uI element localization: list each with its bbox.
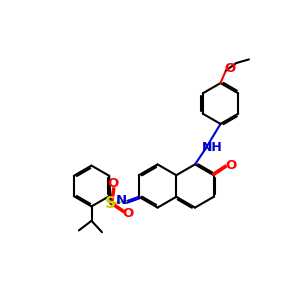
Text: O: O	[226, 159, 237, 172]
Text: N: N	[116, 194, 127, 207]
Text: O: O	[107, 177, 119, 190]
Text: O: O	[225, 61, 236, 75]
Text: S: S	[105, 196, 116, 211]
Text: NH: NH	[202, 141, 223, 154]
Text: O: O	[122, 207, 134, 220]
